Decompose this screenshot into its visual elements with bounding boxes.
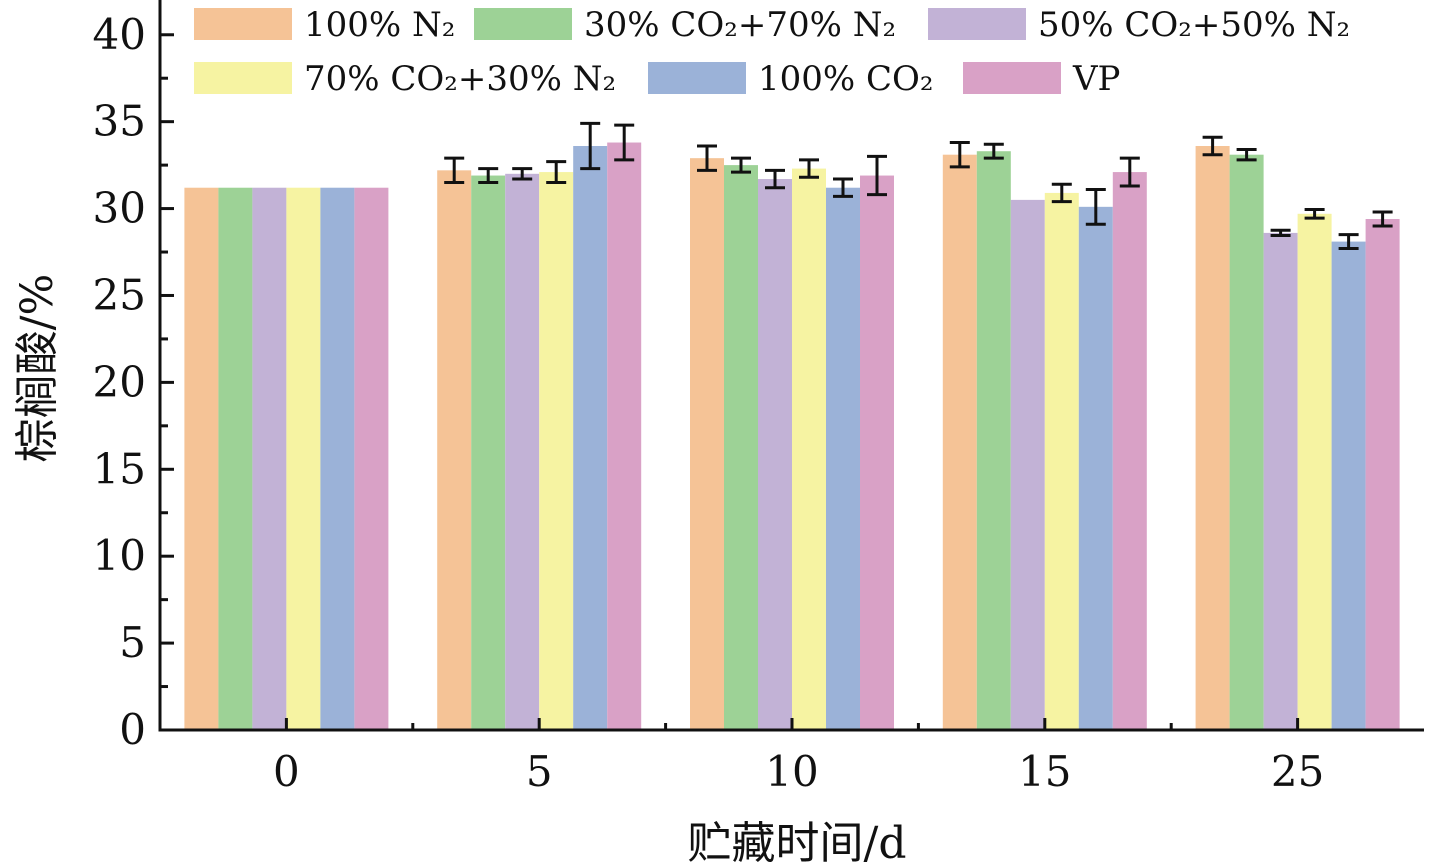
bar-10-series-5 [826, 187, 860, 730]
bar-25-series-3 [1263, 232, 1298, 730]
x-tick-label-5: 5 [526, 747, 553, 796]
bar-15-series-2 [976, 151, 1011, 730]
bar-25-series-2 [1229, 154, 1264, 730]
legend: 100% N₂ 30% CO₂+70% N₂ 50% CO₂+50% N₂ 70% C… [194, 5, 1350, 99]
bar-25-series-4 [1297, 213, 1332, 731]
bar-5-series-2 [471, 175, 506, 731]
bar-10-series-6 [860, 175, 894, 731]
y-tick-label-30: 30 [93, 184, 146, 233]
legend-swatch-1 [194, 8, 292, 40]
bar-25-series-6 [1365, 219, 1400, 730]
legend-label-2: 30% CO₂+70% N₂ [584, 5, 896, 45]
y-tick-label-10: 10 [93, 531, 146, 580]
x-tick-label-10: 10 [765, 747, 818, 796]
bar-15-series-3 [1010, 199, 1045, 730]
legend-label-5: 100% CO₂ [758, 59, 934, 99]
y-axis-title: 棕榈酸/% [12, 274, 63, 463]
legend-label-6: VP [1072, 59, 1120, 99]
bar-10-series-2 [724, 165, 758, 731]
axes: 0 5 10 15 20 25 30 35 40 0 5 10 15 25 [93, 0, 1424, 796]
y-tick-label-25: 25 [93, 270, 146, 319]
bar-0-series-4 [286, 187, 321, 730]
bar-15-series-6 [1112, 172, 1147, 731]
bar-5-series-3 [505, 173, 540, 731]
bar-0-series-5 [320, 187, 355, 730]
error-bars-layer [444, 121, 1393, 251]
bar-15-series-1 [942, 154, 977, 730]
bar-5-series-6 [607, 142, 642, 730]
bar-5-series-4 [539, 172, 574, 731]
legend-label-4: 70% CO₂+30% N₂ [304, 59, 616, 99]
y-tick-label-20: 20 [93, 357, 146, 406]
bars-layer [184, 142, 1400, 731]
bar-10-series-4 [792, 168, 826, 731]
x-tick-label-0: 0 [273, 747, 300, 796]
legend-swatch-2 [474, 8, 572, 40]
bar-15-series-4 [1044, 192, 1079, 730]
legend-swatch-3 [928, 8, 1026, 40]
bar-10-series-3 [758, 179, 792, 730]
bar-10-series-1 [690, 158, 724, 730]
y-tick-label-40: 40 [93, 10, 146, 59]
legend-label-1: 100% N₂ [304, 5, 455, 45]
legend-label-3: 50% CO₂+50% N₂ [1038, 5, 1350, 45]
y-tick-label-35: 35 [93, 97, 146, 146]
y-tick-label-15: 15 [93, 444, 146, 493]
legend-swatch-4 [194, 62, 292, 94]
bar-0-series-1 [184, 187, 219, 730]
legend-swatch-5 [648, 62, 746, 94]
bar-5-series-5 [573, 146, 608, 730]
bar-5-series-1 [437, 170, 472, 731]
x-tick-label-15: 15 [1018, 747, 1071, 796]
bar-0-series-6 [354, 187, 389, 730]
legend-swatch-6 [963, 62, 1061, 94]
bar-25-series-5 [1331, 241, 1366, 730]
bar-25-series-1 [1195, 146, 1230, 730]
y-tick-label-5: 5 [119, 618, 146, 667]
y-tick-label-0: 0 [119, 705, 146, 754]
x-tick-label-25: 25 [1271, 747, 1324, 796]
bar-0-series-2 [218, 187, 253, 730]
bar-15-series-5 [1078, 206, 1113, 731]
bar-0-series-3 [252, 187, 287, 730]
x-axis-title: 贮藏时间/d [688, 818, 907, 868]
